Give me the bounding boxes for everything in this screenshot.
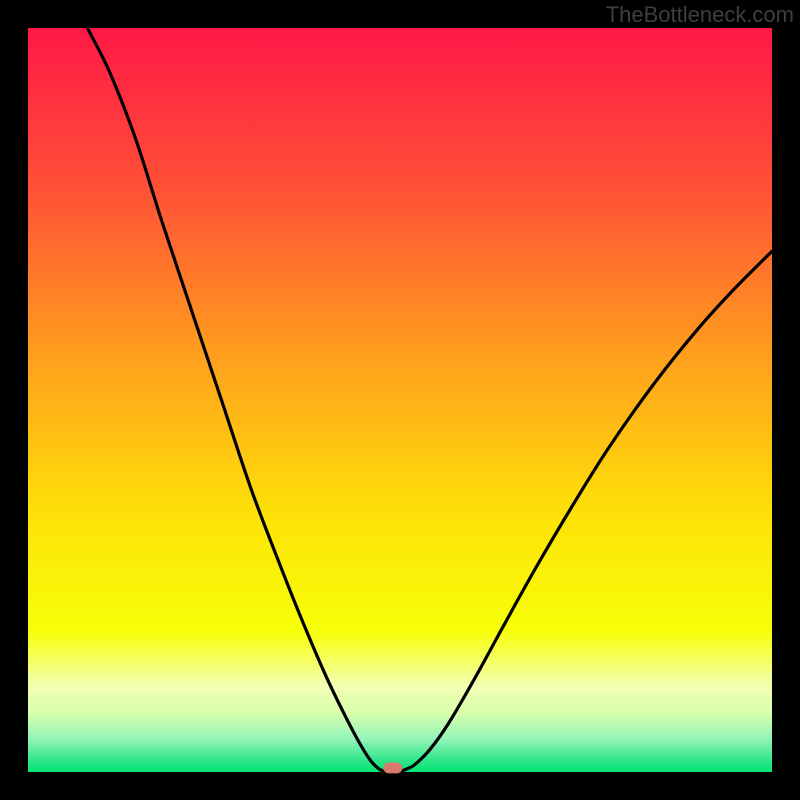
attribution-label: TheBottleneck.com bbox=[606, 2, 794, 28]
bottleneck-curve bbox=[28, 28, 772, 772]
plot-area bbox=[28, 28, 772, 772]
chart-canvas: TheBottleneck.com bbox=[0, 0, 800, 800]
vertex-marker bbox=[383, 763, 402, 774]
